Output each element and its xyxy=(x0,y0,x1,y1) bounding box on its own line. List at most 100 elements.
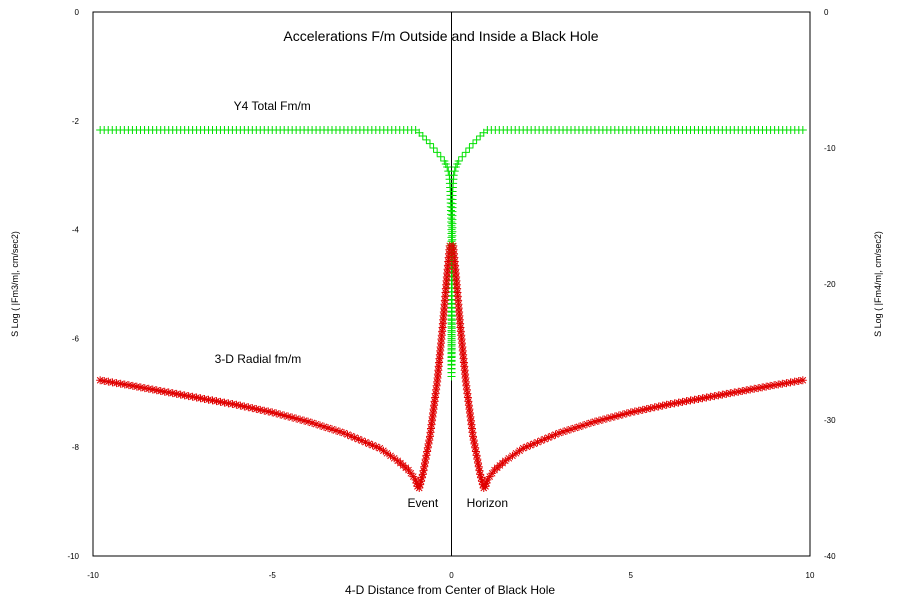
star-point xyxy=(614,411,623,420)
star-point xyxy=(726,389,735,398)
star-point xyxy=(555,429,564,438)
star-point xyxy=(347,432,356,441)
star-point xyxy=(674,398,683,407)
star-point xyxy=(464,401,473,410)
star-point xyxy=(386,451,395,460)
star-point xyxy=(422,451,431,460)
star-point xyxy=(104,377,113,386)
star-point xyxy=(331,426,340,435)
star-point xyxy=(423,443,432,452)
star-point xyxy=(411,475,420,484)
star-point xyxy=(108,378,117,387)
star-point xyxy=(630,407,639,416)
star-point xyxy=(475,466,484,475)
annotation-label: Y4 Total Fm/m xyxy=(234,99,311,113)
star-point xyxy=(646,404,655,413)
star-point xyxy=(473,455,482,464)
star-point xyxy=(606,413,615,422)
star-point xyxy=(320,422,329,431)
star-point xyxy=(260,406,269,415)
plus-point xyxy=(422,135,431,144)
star-point xyxy=(537,436,546,445)
star-point xyxy=(476,470,485,479)
star-point xyxy=(172,389,181,398)
plus-point xyxy=(472,135,481,144)
star-point xyxy=(430,397,439,406)
star-point xyxy=(559,427,568,436)
star-point xyxy=(272,409,281,418)
plus-point xyxy=(458,152,467,161)
star-point xyxy=(204,395,213,404)
star-point xyxy=(474,458,483,467)
plus-point xyxy=(465,144,474,152)
star-point xyxy=(462,385,471,394)
star-point xyxy=(574,422,583,431)
star-point xyxy=(335,427,344,436)
star-point xyxy=(406,469,415,478)
star-point xyxy=(431,389,440,398)
plus-point xyxy=(443,163,452,172)
star-point xyxy=(268,408,277,417)
star-point xyxy=(467,424,476,433)
plus-point xyxy=(418,132,427,141)
star-point xyxy=(140,384,149,393)
annotation-label: Event xyxy=(407,496,438,510)
star-point xyxy=(426,428,435,437)
star-point xyxy=(590,417,599,426)
star-point xyxy=(432,381,441,390)
star-point xyxy=(176,390,185,399)
star-point xyxy=(375,444,384,453)
star-point xyxy=(471,443,480,452)
star-point xyxy=(766,381,775,390)
y-tick-label-left: 0 xyxy=(75,8,80,17)
star-point xyxy=(504,454,513,463)
x-tick-label: 0 xyxy=(449,571,454,580)
plus-point xyxy=(798,126,807,135)
y-tick-label-right: -10 xyxy=(824,144,836,153)
star-point xyxy=(642,404,651,413)
star-point xyxy=(427,424,436,433)
chart-title: Accelerations F/m Outside and Inside a B… xyxy=(283,28,598,44)
star-point xyxy=(477,473,486,482)
star-point xyxy=(586,418,595,427)
star-point xyxy=(361,438,370,447)
star-point xyxy=(754,384,763,393)
annotations-layer: Y4 Total Fm/m 3-D Radial fm/m Event Horizon xyxy=(215,99,508,510)
star-point xyxy=(690,395,699,404)
star-point xyxy=(424,439,433,448)
star-point xyxy=(432,385,441,394)
star-point xyxy=(120,380,129,389)
star-point xyxy=(477,477,486,486)
star-point xyxy=(144,384,153,393)
star-point xyxy=(148,385,157,394)
series-total xyxy=(96,126,807,381)
star-point xyxy=(469,432,478,441)
y-tick-label-left: -8 xyxy=(72,443,80,452)
star-point xyxy=(236,401,245,410)
star-point xyxy=(180,391,189,400)
x-tick-label: -5 xyxy=(269,571,277,580)
star-point xyxy=(164,388,173,397)
star-point xyxy=(264,407,273,416)
star-point xyxy=(774,380,783,389)
star-point xyxy=(212,397,221,406)
star-point xyxy=(508,451,517,460)
star-point xyxy=(430,401,439,410)
y-tick-label-left: -2 xyxy=(72,117,80,126)
star-point xyxy=(472,451,481,460)
star-point xyxy=(515,446,524,455)
star-point xyxy=(280,411,289,420)
star-point xyxy=(634,406,643,415)
star-point xyxy=(156,386,165,395)
star-point xyxy=(469,436,478,445)
plus-point xyxy=(450,167,459,176)
star-point xyxy=(650,403,659,412)
y-tick-label-right: -30 xyxy=(824,416,836,425)
star-point xyxy=(467,420,476,429)
star-point xyxy=(686,396,695,405)
plus-point xyxy=(415,128,424,137)
star-point xyxy=(429,405,438,414)
star-point xyxy=(316,421,325,430)
star-point xyxy=(296,415,305,424)
star-point xyxy=(216,397,225,406)
